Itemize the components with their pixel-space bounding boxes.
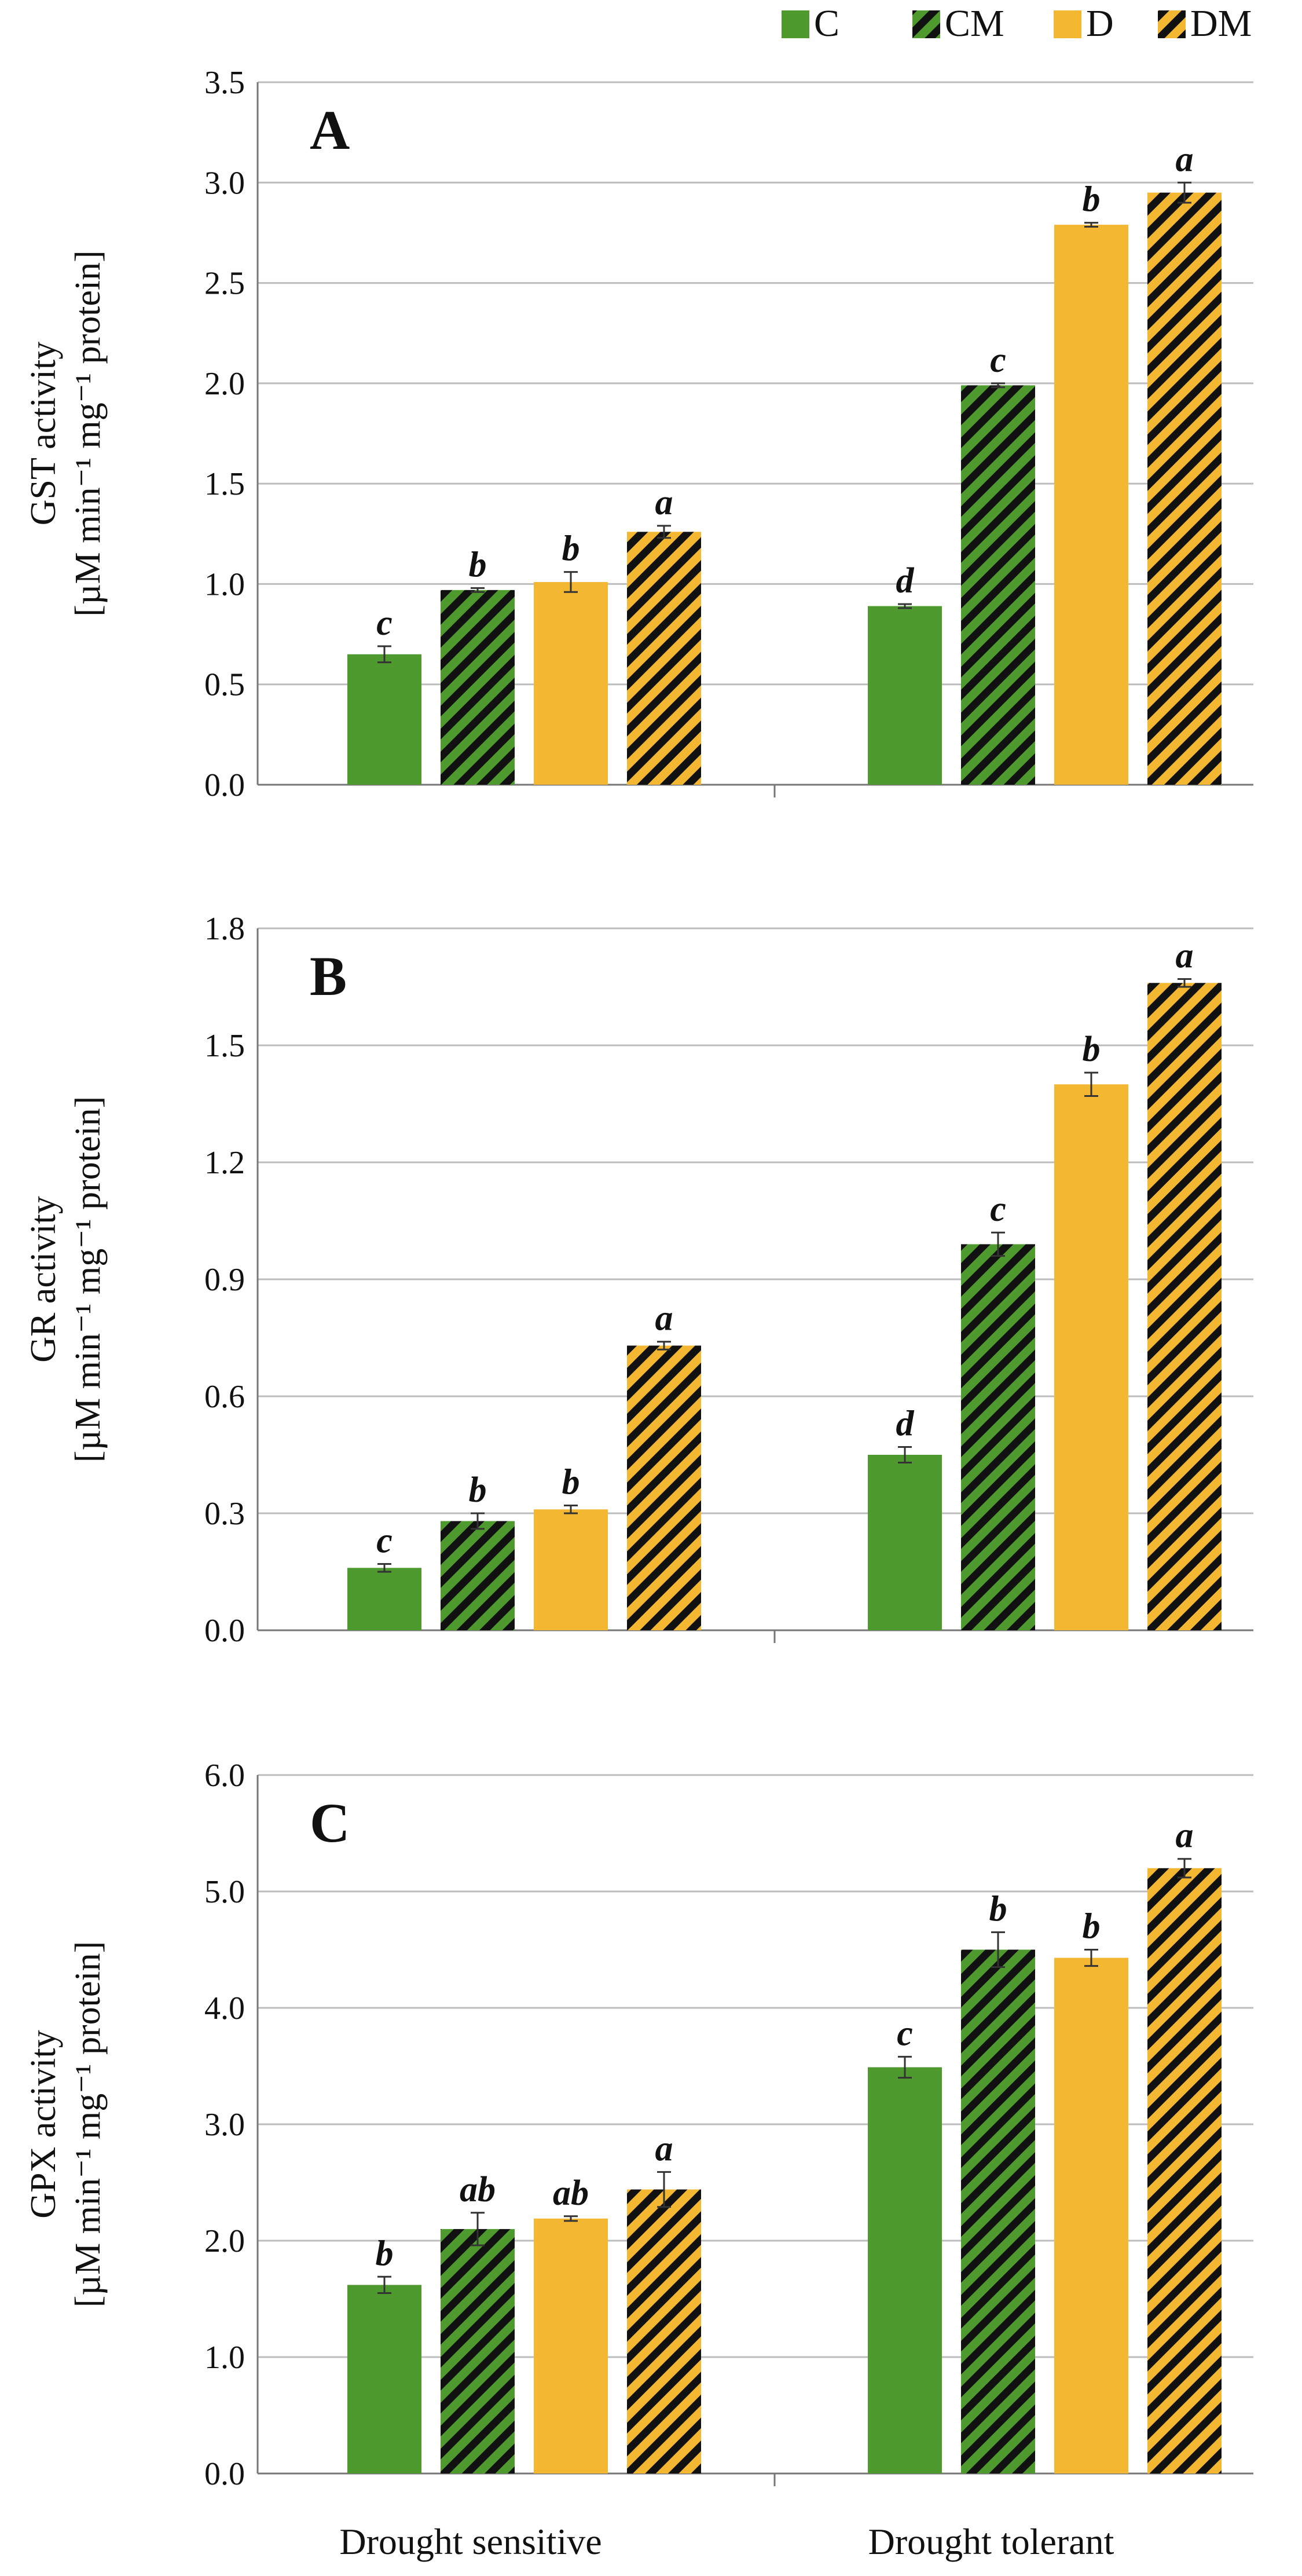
legend-label-dm: DM [1190, 2, 1252, 45]
significance-letter: b [469, 545, 487, 584]
significance-letter: c [990, 341, 1006, 380]
y-tick-label: 2.0 [204, 2223, 245, 2259]
significance-letter: ab [460, 2170, 496, 2209]
x-category-label: Drought sensitive [339, 2521, 602, 2562]
panel-label: B [310, 945, 347, 1007]
significance-letter: b [1083, 180, 1101, 219]
legend-swatch-cm [912, 10, 940, 38]
y-tick-label: 1.0 [204, 566, 245, 602]
significance-letter: ab [553, 2174, 589, 2213]
bar-d [1054, 225, 1128, 785]
significance-letter: c [376, 1521, 393, 1561]
y-tick-label: 0.0 [204, 2456, 245, 2492]
significance-letter: a [1176, 936, 1194, 976]
y-tick-label: 0.5 [204, 667, 245, 703]
y-tick-label: 2.5 [204, 266, 245, 302]
y-axis-label-line1: GPX activity [24, 2030, 63, 2218]
bar-d [534, 2218, 608, 2473]
legend-label-c: C [814, 2, 839, 45]
legend-label-cm: CM [945, 2, 1004, 45]
significance-letter: a [655, 2129, 673, 2168]
significance-letter: b [469, 1470, 487, 1510]
bar-d [1054, 1957, 1128, 2473]
bar-dm [1147, 983, 1222, 1630]
legend-label-d: D [1086, 2, 1114, 45]
significance-letter: b [562, 529, 580, 569]
bar-cm [961, 1949, 1035, 2473]
x-category-labels: Drought sensitive Drought tolerant [339, 2521, 1114, 2562]
bar-c [868, 2067, 942, 2473]
y-tick-label: 3.0 [204, 2107, 245, 2143]
bar-dm [627, 2189, 701, 2473]
bar-c [347, 1568, 421, 1630]
panel-gr: 0.0 0.3 0.6 0.9 1.2 1.5 1.8 GR activity [µM min⁻… [24, 911, 1253, 1649]
significance-letter: d [896, 561, 915, 601]
y-tick-label: 0.9 [204, 1262, 245, 1298]
y-tick-label: 4.0 [204, 1990, 245, 2026]
y-tick-label: 1.2 [204, 1145, 245, 1181]
panel-label: A [310, 99, 350, 161]
bar-d [1054, 1084, 1128, 1630]
significance-letter: a [1176, 1816, 1194, 1856]
significance-letter: b [1083, 1030, 1101, 1069]
bar-cm [961, 1244, 1035, 1630]
y-tick-label: 1.5 [204, 466, 245, 502]
legend-swatch-d [1054, 10, 1081, 38]
y-axis-label-line2: [µM min⁻¹ mg⁻¹ protein] [68, 1096, 108, 1463]
significance-letter: d [896, 1404, 915, 1444]
legend: C CM D DM [782, 2, 1252, 45]
y-tick-label: 0.3 [204, 1496, 245, 1532]
bar-cm [441, 1521, 515, 1630]
bar-cm [961, 385, 1035, 785]
bar-d [534, 581, 608, 785]
panel-gpx: 0.0 1.0 2.0 3.0 4.0 5.0 6.0 GPX activity [µM min… [24, 1758, 1253, 2492]
y-tick-label: 1.8 [204, 911, 245, 947]
bar-cm [441, 590, 515, 785]
y-tick-label: 5.0 [204, 1874, 245, 1910]
significance-letter: c [376, 603, 393, 643]
bar-cm [441, 2229, 515, 2473]
y-tick-label: 0.0 [204, 767, 245, 803]
bar-dm [1147, 1868, 1222, 2473]
y-axis-label-line1: GST activity [24, 342, 63, 525]
y-tick-label: 3.0 [204, 165, 245, 201]
significance-letter: b [376, 2234, 394, 2273]
significance-letter: c [897, 2014, 913, 2053]
y-tick-label: 0.0 [204, 1613, 245, 1649]
bar-dm [627, 532, 701, 785]
significance-letter: a [655, 483, 673, 522]
significance-letter: b [562, 1463, 580, 1502]
significance-letter: a [1176, 140, 1194, 179]
y-tick-label: 6.0 [204, 1758, 245, 1794]
legend-swatch-dm [1158, 10, 1186, 38]
bar-dm [627, 1345, 701, 1630]
bar-c [347, 2285, 421, 2473]
y-tick-label: 2.0 [204, 366, 245, 402]
significance-letter: a [655, 1299, 673, 1338]
y-tick-label: 0.6 [204, 1379, 245, 1415]
x-category-label: Drought tolerant [868, 2521, 1114, 2562]
y-axis-label-line2: [µM min⁻¹ mg⁻¹ protein] [68, 1941, 108, 2308]
y-tick-label: 1.0 [204, 2340, 245, 2376]
bar-c [868, 606, 942, 785]
bar-dm [1147, 192, 1222, 785]
bar-c [868, 1455, 942, 1630]
significance-letter: c [990, 1190, 1006, 1229]
significance-letter: b [1083, 1907, 1101, 1946]
bar-c [347, 654, 421, 785]
significance-letter: b [989, 1889, 1007, 1929]
y-tick-label: 3.5 [204, 65, 245, 101]
panel-gst: 0.0 0.5 1.0 1.5 2.0 2.5 3.0 3.5 GST activity [µM … [24, 65, 1253, 803]
y-axis-label-line1: GR activity [24, 1196, 63, 1363]
panel-label: C [310, 1792, 350, 1854]
y-tick-label: 1.5 [204, 1028, 245, 1064]
bar-d [534, 1509, 608, 1630]
legend-swatch-c [782, 10, 809, 38]
y-axis-label-line2: [µM min⁻¹ mg⁻¹ protein] [68, 250, 108, 617]
